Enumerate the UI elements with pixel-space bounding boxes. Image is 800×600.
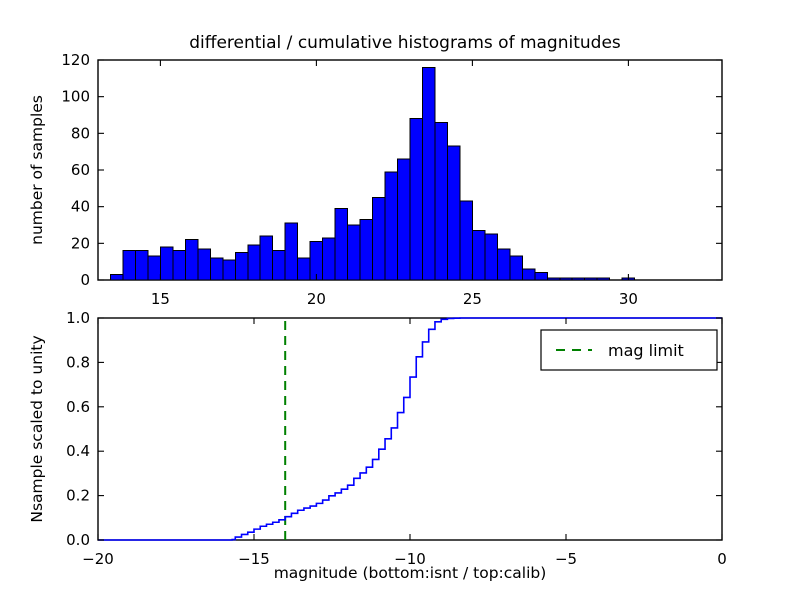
top-xtick-label: 30	[619, 290, 638, 308]
histogram-bar	[284, 222, 299, 281]
histogram-bar	[322, 237, 336, 281]
bottom-xtick-label: −5	[555, 550, 577, 568]
histogram-bar	[434, 121, 448, 281]
bottom-panel-yticks: 0.0 0.2 0.4 0.6 0.8 1.0	[66, 309, 722, 549]
legend-frame	[540, 329, 718, 371]
top-ytick-label: 60	[71, 161, 90, 179]
histogram-bar	[147, 255, 161, 281]
histogram-bar	[534, 272, 548, 281]
histogram-bar	[584, 277, 598, 281]
bottom-ytick-label: 0.0	[66, 531, 90, 549]
legend-maglimit-label: mag limit	[608, 341, 684, 360]
histogram-bar	[596, 277, 611, 281]
top-ytick-label: 20	[71, 234, 90, 252]
bottom-panel: 0.0 0.2 0.4 0.6 0.8 1.0 −20 −15 −10 −5 0 Nsample …	[28, 309, 727, 582]
bottom-xtick-label: 0	[717, 550, 727, 568]
bottom-xtick-label: −15	[238, 550, 270, 568]
histogram-bar	[409, 118, 423, 281]
histogram-bar	[571, 277, 586, 281]
histogram-bar	[259, 235, 274, 281]
top-panel-xticks: 15 20 25 30	[151, 60, 638, 308]
histogram-bar	[421, 66, 436, 281]
histogram-bar	[172, 250, 186, 281]
bottom-ytick-label: 0.6	[66, 398, 90, 416]
top-ytick-label: 120	[61, 51, 90, 69]
histogram-bar	[496, 248, 511, 281]
top-ytick-label: 0	[80, 271, 90, 289]
histogram-bar	[509, 255, 523, 281]
bottom-xtick-label: −20	[82, 550, 114, 568]
figure-title: differential / cumulative histograms of …	[189, 33, 621, 53]
histogram-bar	[521, 268, 536, 281]
bottom-ytick-label: 1.0	[66, 309, 90, 327]
top-ytick-label: 40	[71, 198, 90, 216]
bottom-panel-ylabel: Nsample scaled to unity	[28, 335, 46, 522]
top-xtick-label: 20	[307, 290, 326, 308]
bottom-panel-xticks: −20 −15 −10 −5 0	[82, 318, 727, 568]
histogram-bar	[122, 250, 136, 281]
top-panel-ylabel: number of samples	[28, 95, 46, 245]
histogram-bar	[384, 171, 399, 281]
histogram-bar	[222, 259, 236, 281]
bottom-ytick-label: 0.2	[66, 487, 90, 505]
histogram-bar	[372, 197, 386, 281]
histogram-bar	[334, 208, 349, 281]
histogram-bar	[247, 244, 261, 281]
cumulative-curve	[98, 317, 722, 541]
histogram-bar	[459, 200, 473, 281]
histogram-bar	[109, 274, 124, 281]
histogram-bar	[197, 248, 211, 281]
histogram-bar	[134, 250, 149, 281]
histogram-bar	[559, 277, 573, 281]
bottom-panel-xlabel: magnitude (bottom:isnt / top:calib)	[274, 564, 547, 582]
top-panel: 0 20 40 60 80 100 120 15 20 25 30 number of sampl…	[28, 51, 723, 308]
histogram-bar	[546, 277, 561, 281]
histogram-bar	[184, 239, 199, 281]
histogram-bar	[159, 246, 174, 281]
legend[interactable]: mag limit	[540, 329, 718, 371]
top-ytick-label: 100	[61, 88, 90, 106]
histogram-bar	[297, 257, 311, 281]
histogram-bar	[209, 257, 224, 281]
top-ytick-label: 80	[71, 124, 90, 142]
histogram-bar	[471, 230, 486, 281]
histogram-bar	[272, 250, 286, 281]
histogram-bars	[109, 66, 636, 281]
histogram-bar	[484, 233, 498, 281]
bottom-ytick-label: 0.8	[66, 353, 90, 371]
top-xtick-label: 15	[151, 290, 170, 308]
histogram-bar	[397, 158, 411, 281]
histogram-bar	[347, 224, 361, 281]
bottom-xtick-label: −10	[394, 550, 426, 568]
histogram-bar	[446, 145, 461, 281]
top-panel-yticks: 0 20 40 60 80 100 120	[61, 51, 722, 289]
top-xtick-label: 25	[463, 290, 482, 308]
bottom-ytick-label: 0.4	[66, 442, 90, 460]
histogram-bar	[359, 219, 374, 281]
histogram-bar	[234, 252, 249, 281]
